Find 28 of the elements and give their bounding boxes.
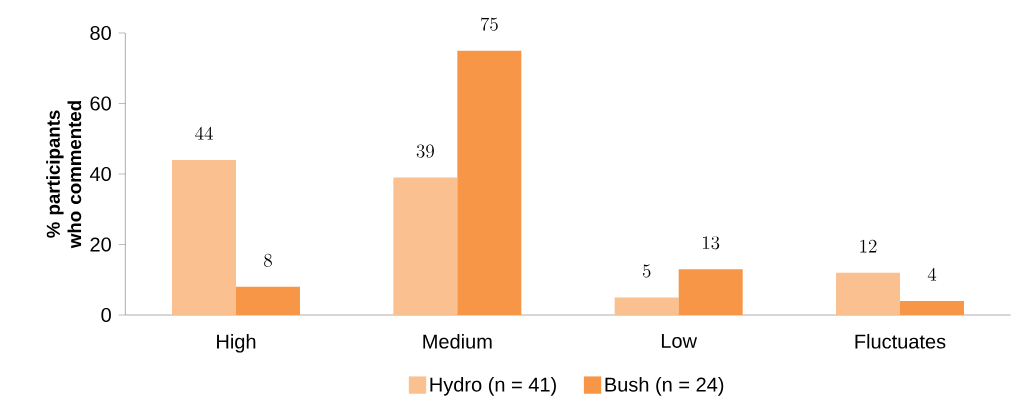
x-tick-label: Fluctuates bbox=[855, 333, 946, 349]
y-tick-label: 40 bbox=[89, 166, 111, 182]
x-tick-label: Medium bbox=[423, 333, 492, 349]
bar bbox=[236, 286, 300, 315]
bar bbox=[836, 272, 900, 315]
y-tick-label: 0 bbox=[101, 307, 111, 323]
bar bbox=[678, 269, 743, 315]
bar bbox=[900, 300, 964, 315]
bar bbox=[393, 177, 458, 315]
bar bbox=[172, 159, 237, 315]
legend-label: Hydro (n = 41) bbox=[430, 377, 556, 396]
y-tick-label: 60 bbox=[90, 96, 111, 111]
bar bbox=[614, 297, 679, 315]
data-label: 39 bbox=[416, 144, 434, 158]
legend-label: Bush (n = 24) bbox=[605, 377, 724, 396]
data-label: 4 bbox=[927, 267, 937, 281]
data-label: 44 bbox=[195, 126, 213, 140]
y-tick-label: 20 bbox=[90, 237, 111, 252]
data-label: 12 bbox=[860, 239, 877, 253]
data-label: 13 bbox=[703, 236, 720, 250]
data-label: 8 bbox=[264, 253, 272, 267]
data-label: 75 bbox=[480, 17, 498, 31]
x-tick-label: Low bbox=[661, 333, 698, 348]
bar bbox=[457, 50, 522, 315]
data-label: 5 bbox=[642, 264, 651, 278]
y-axis-title: % participants who commented bbox=[46, 101, 82, 249]
x-tick-label: High bbox=[217, 333, 256, 353]
y-tick-label: 80 bbox=[90, 25, 111, 41]
